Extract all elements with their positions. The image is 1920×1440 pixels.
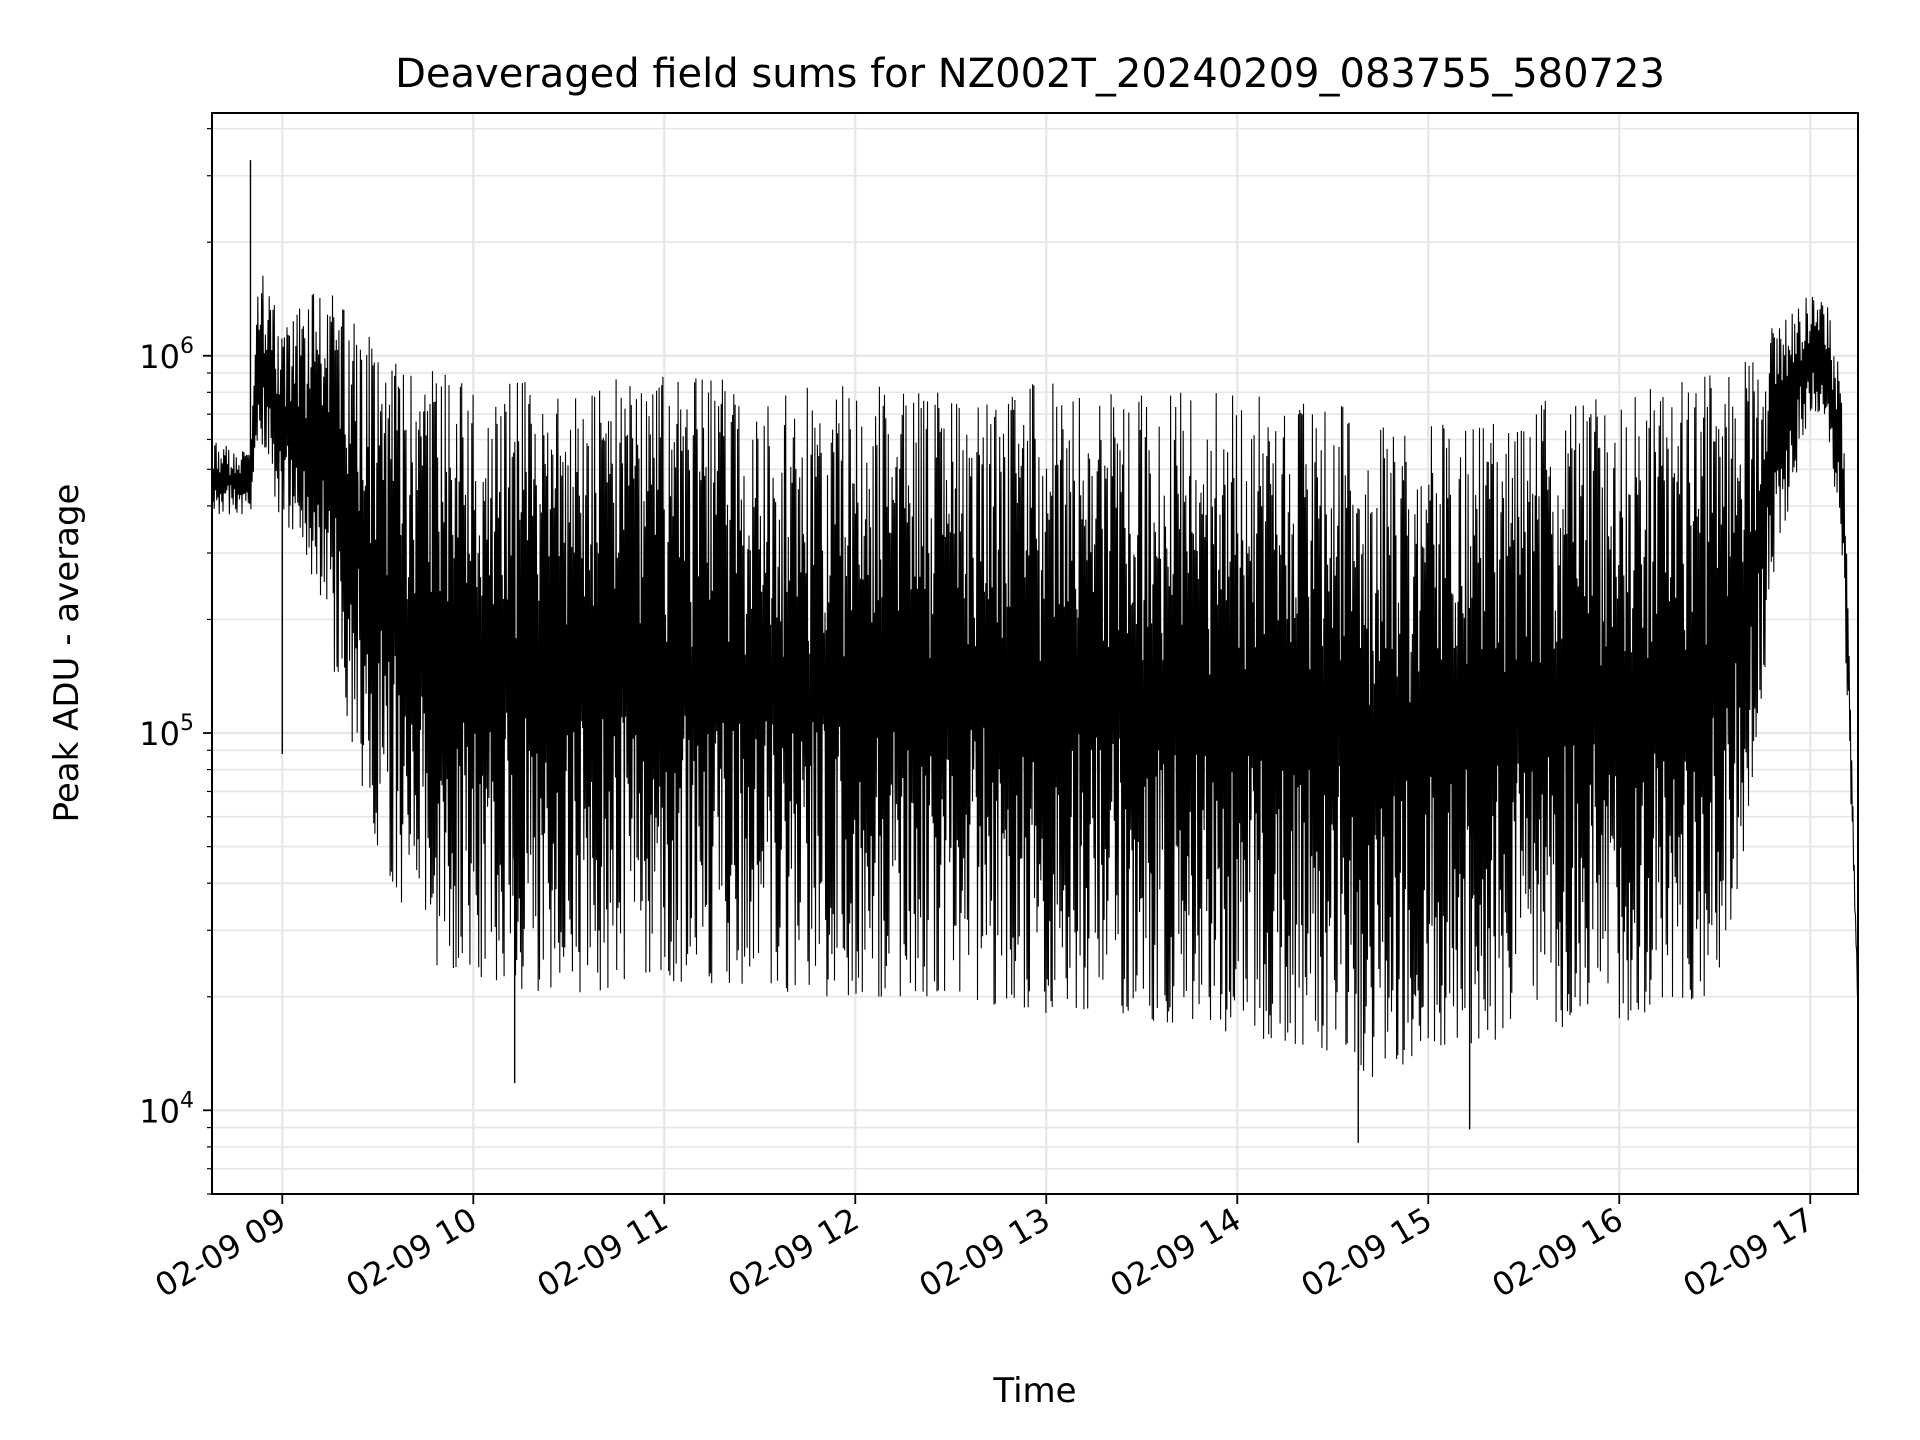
chart-title: Deaveraged field sums for NZ002T_2024020… bbox=[395, 51, 1665, 97]
y-tick-label-exponent: 4 bbox=[180, 1088, 194, 1113]
x-axis-label: Time bbox=[992, 1371, 1076, 1411]
y-tick-label-base: 10 bbox=[139, 338, 180, 376]
plot-area-frame bbox=[211, 112, 1859, 1195]
y-tick-label: 105 bbox=[139, 711, 194, 753]
y-tick-label-base: 10 bbox=[139, 715, 180, 753]
data-series bbox=[211, 275, 1859, 1078]
y-tick-label-base: 10 bbox=[139, 1092, 180, 1130]
y-tick-label: 104 bbox=[139, 1088, 194, 1130]
spike-series bbox=[249, 160, 1471, 1143]
y-tick-label-exponent: 5 bbox=[180, 711, 194, 736]
y-tick-label: 106 bbox=[139, 334, 194, 376]
y-tick-label-exponent: 6 bbox=[180, 334, 194, 359]
series-line bbox=[211, 275, 1859, 1078]
y-axis-label: Peak ADU - average bbox=[47, 484, 87, 823]
